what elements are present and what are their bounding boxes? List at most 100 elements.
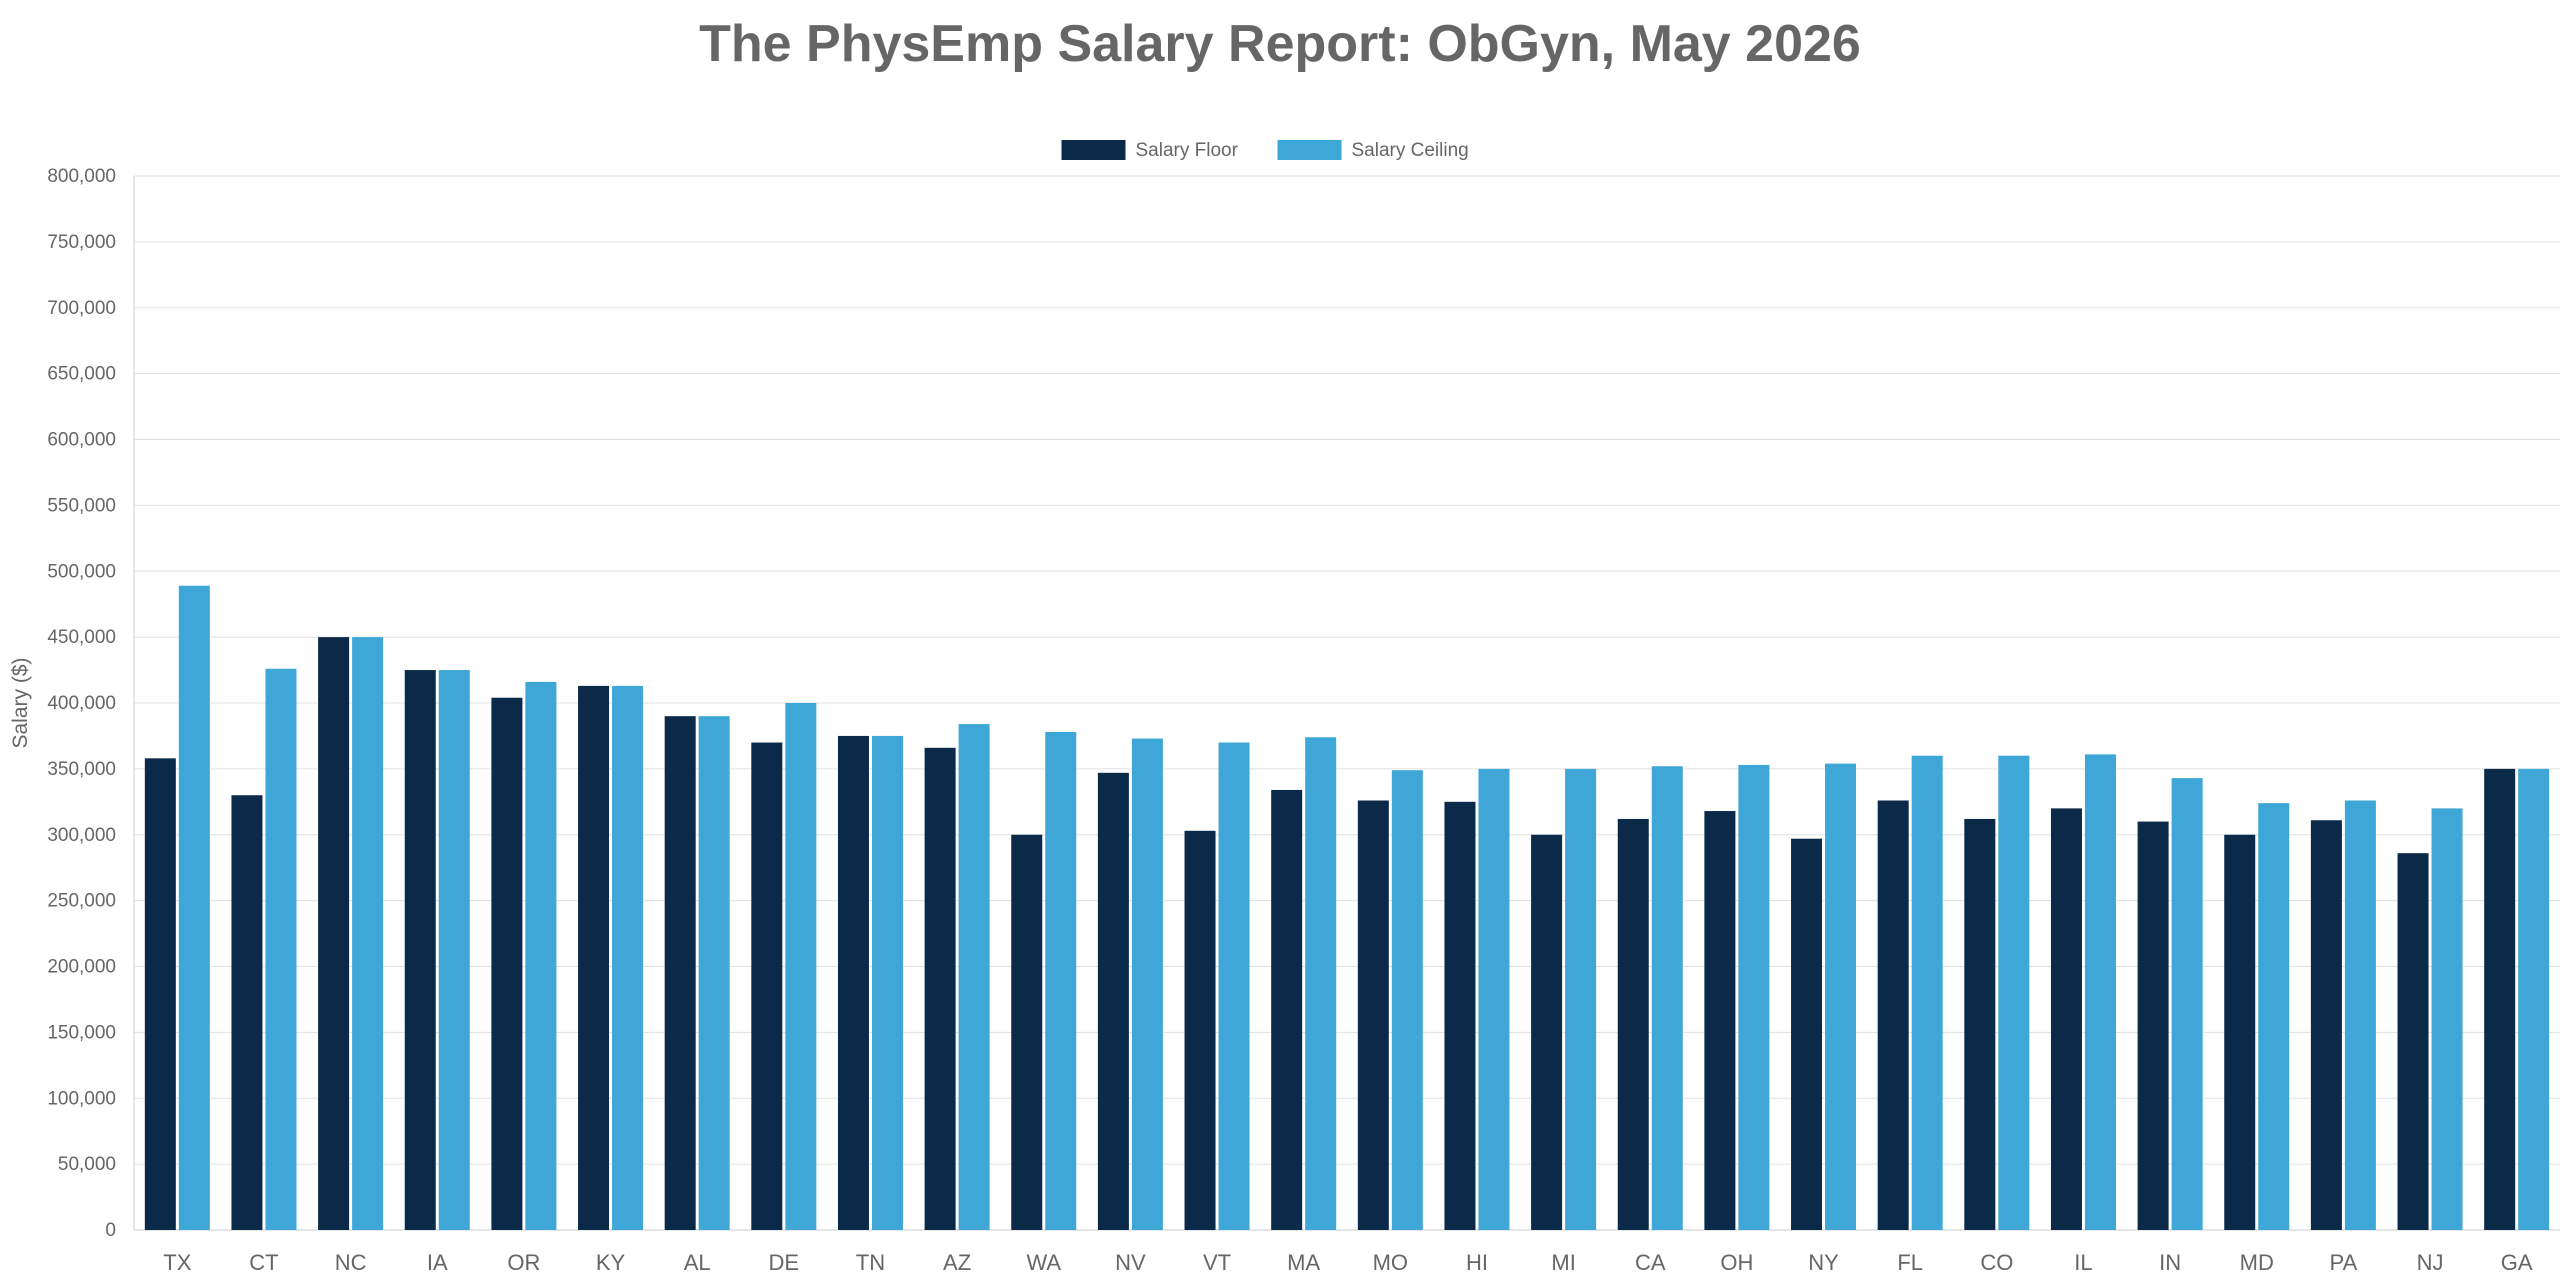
x-tick-label: WA bbox=[1026, 1250, 1061, 1275]
x-tick-label: IA bbox=[427, 1250, 448, 1275]
x-tick-label: AZ bbox=[943, 1250, 971, 1275]
x-tick-label: NC bbox=[335, 1250, 367, 1275]
x-tick-label: MD bbox=[2240, 1250, 2274, 1275]
bar-salary-floor: OH Salary Floor: 318,000 bbox=[1704, 811, 1736, 1230]
y-tick-label: 500,000 bbox=[47, 561, 116, 582]
x-tick-label: FL bbox=[1897, 1250, 1923, 1275]
x-tick-label: PA bbox=[2330, 1250, 2358, 1275]
bar-salary-floor: IN Salary Floor: 310,000 bbox=[2137, 821, 2169, 1230]
bar-salary-floor: NC Salary Floor: 450,000 bbox=[318, 637, 350, 1230]
y-tick-label: 0 bbox=[105, 1220, 116, 1241]
y-tick-label: 400,000 bbox=[47, 693, 116, 714]
bar-salary-ceiling: OR Salary Ceiling: 416,000 bbox=[525, 681, 557, 1230]
y-tick-label: 100,000 bbox=[47, 1088, 116, 1109]
bar-salary-floor: NV Salary Floor: 347,000 bbox=[1097, 772, 1129, 1230]
x-tick-label: CA bbox=[1635, 1250, 1666, 1275]
bar-salary-floor: AL Salary Floor: 390,000 bbox=[664, 716, 696, 1230]
bar-salary-ceiling: NC Salary Ceiling: 450,000 bbox=[352, 637, 384, 1230]
bar-salary-ceiling: NY Salary Ceiling: 354,000 bbox=[1825, 763, 1857, 1230]
bar-salary-floor: FL Salary Floor: 326,000 bbox=[1877, 800, 1909, 1230]
bar-salary-ceiling: FL Salary Ceiling: 360,000 bbox=[1911, 755, 1943, 1230]
x-tick-label: HI bbox=[1466, 1250, 1488, 1275]
y-tick-label: 700,000 bbox=[47, 298, 116, 319]
bar-salary-floor: NY Salary Floor: 297,000 bbox=[1791, 838, 1823, 1230]
x-tick-label: NV bbox=[1115, 1250, 1146, 1275]
x-tick-label: CT bbox=[249, 1250, 278, 1275]
bar-salary-ceiling: HI Salary Ceiling: 350,000 bbox=[1478, 768, 1510, 1230]
y-tick-label: 200,000 bbox=[47, 957, 116, 978]
bar-salary-ceiling: CA Salary Ceiling: 352,000 bbox=[1651, 766, 1683, 1230]
bar-salary-floor: DE Salary Floor: 370,000 bbox=[751, 742, 783, 1230]
legend-swatch bbox=[1061, 140, 1126, 160]
legend-label: Salary Floor bbox=[1136, 140, 1239, 161]
bar-salary-ceiling: CO Salary Ceiling: 360,000 bbox=[1998, 755, 2030, 1230]
bar-salary-ceiling: TN Salary Ceiling: 375,000 bbox=[871, 735, 903, 1230]
y-axis-label: Salary ($) bbox=[9, 657, 32, 748]
y-tick-label: 50,000 bbox=[58, 1154, 116, 1175]
y-tick-label: 600,000 bbox=[47, 430, 116, 451]
bar-salary-floor: IA Salary Floor: 425,000 bbox=[404, 670, 436, 1230]
bar-salary-ceiling: MO Salary Ceiling: 349,000 bbox=[1391, 770, 1423, 1230]
bar-salary-ceiling: GA Salary Ceiling: 350,000 bbox=[2518, 768, 2550, 1230]
y-tick-label: 750,000 bbox=[47, 232, 116, 253]
bar-salary-floor: CT Salary Floor: 330,000 bbox=[231, 795, 263, 1230]
x-tick-label: AL bbox=[684, 1250, 711, 1275]
bar-salary-ceiling: MI Salary Ceiling: 350,000 bbox=[1565, 768, 1597, 1230]
x-tick-label: CO bbox=[1980, 1250, 2013, 1275]
bar-salary-ceiling: CT Salary Ceiling: 426,000 bbox=[265, 668, 297, 1230]
x-tick-label: OR bbox=[507, 1250, 540, 1275]
y-tick-label: 800,000 bbox=[47, 166, 116, 187]
x-tick-label: MI bbox=[1551, 1250, 1575, 1275]
bar-salary-ceiling: PA Salary Ceiling: 326,000 bbox=[2344, 800, 2376, 1230]
x-tick-label: TN bbox=[856, 1250, 885, 1275]
x-tick-label: IN bbox=[2159, 1250, 2181, 1275]
y-tick-label: 550,000 bbox=[47, 495, 116, 516]
x-tick-label: NY bbox=[1808, 1250, 1839, 1275]
bar-salary-floor: MO Salary Floor: 326,000 bbox=[1357, 800, 1389, 1230]
bar-salary-floor: IL Salary Floor: 320,000 bbox=[2050, 808, 2082, 1230]
x-tick-label: NJ bbox=[2417, 1250, 2444, 1275]
bar-salary-ceiling: MA Salary Ceiling: 374,000 bbox=[1305, 737, 1337, 1230]
x-tick-label: DE bbox=[769, 1250, 800, 1275]
bar-salary-floor: MI Salary Floor: 300,000 bbox=[1531, 834, 1563, 1230]
y-tick-label: 150,000 bbox=[47, 1022, 116, 1043]
chart-title: The PhysEmp Salary Report: ObGyn, May 20… bbox=[699, 15, 1861, 73]
bar-salary-ceiling: NJ Salary Ceiling: 320,000 bbox=[2431, 808, 2463, 1230]
bar-salary-floor: KY Salary Floor: 413,000 bbox=[578, 685, 610, 1230]
x-tick-label: VT bbox=[1203, 1250, 1231, 1275]
x-tick-label: KY bbox=[596, 1250, 626, 1275]
x-tick-label: GA bbox=[2501, 1250, 2533, 1275]
bar-salary-floor: PA Salary Floor: 311,000 bbox=[2310, 820, 2342, 1230]
bar-salary-floor: TN Salary Floor: 375,000 bbox=[837, 735, 869, 1230]
y-tick-label: 450,000 bbox=[47, 627, 116, 648]
bar-salary-ceiling: IA Salary Ceiling: 425,000 bbox=[438, 670, 470, 1230]
y-tick-label: 650,000 bbox=[47, 364, 116, 385]
x-tick-label: OH bbox=[1720, 1250, 1753, 1275]
bar-salary-floor: GA Salary Floor: 350,000 bbox=[2484, 768, 2516, 1230]
bar-salary-floor: WA Salary Floor: 300,000 bbox=[1011, 834, 1043, 1230]
bar-salary-floor: NJ Salary Floor: 286,000 bbox=[2397, 853, 2429, 1230]
legend-label: Salary Ceiling bbox=[1352, 140, 1469, 161]
bar-salary-floor: VT Salary Floor: 303,000 bbox=[1184, 830, 1216, 1230]
bar-salary-ceiling: DE Salary Ceiling: 400,000 bbox=[785, 703, 817, 1230]
bar-salary-ceiling: OH Salary Ceiling: 353,000 bbox=[1738, 764, 1770, 1230]
legend-swatch bbox=[1277, 140, 1342, 160]
bar-salary-ceiling: MD Salary Ceiling: 324,000 bbox=[2258, 803, 2290, 1230]
y-tick-label: 250,000 bbox=[47, 891, 116, 912]
bar-salary-ceiling: VT Salary Ceiling: 370,000 bbox=[1218, 742, 1250, 1230]
bar-salary-ceiling: AZ Salary Ceiling: 384,000 bbox=[958, 724, 990, 1230]
x-tick-label: MO bbox=[1373, 1250, 1408, 1275]
bar-salary-floor: HI Salary Floor: 325,000 bbox=[1444, 801, 1476, 1230]
x-tick-label: TX bbox=[163, 1250, 191, 1275]
bar-salary-floor: CA Salary Floor: 312,000 bbox=[1617, 818, 1649, 1230]
bar-salary-floor: OR Salary Floor: 404,000 bbox=[491, 697, 523, 1230]
bar-salary-floor: AZ Salary Floor: 366,000 bbox=[924, 747, 956, 1230]
bar-salary-floor: CO Salary Floor: 312,000 bbox=[1964, 818, 1996, 1230]
bar-salary-ceiling: WA Salary Ceiling: 378,000 bbox=[1045, 731, 1077, 1230]
bar-salary-floor: MD Salary Floor: 300,000 bbox=[2224, 834, 2256, 1230]
x-tick-label: MA bbox=[1287, 1250, 1320, 1275]
x-tick-label: IL bbox=[2074, 1250, 2092, 1275]
y-tick-label: 300,000 bbox=[47, 825, 116, 846]
